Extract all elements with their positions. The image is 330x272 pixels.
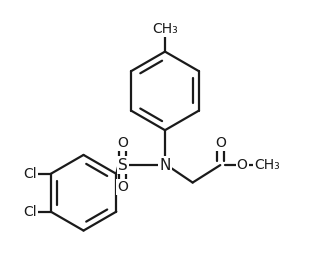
Text: O: O (237, 158, 248, 172)
Text: O: O (117, 136, 128, 150)
Text: S: S (118, 157, 128, 173)
Text: N: N (159, 157, 171, 173)
Text: Cl: Cl (23, 167, 37, 181)
Text: CH₃: CH₃ (152, 21, 178, 36)
Text: O: O (117, 180, 128, 194)
Text: Cl: Cl (23, 205, 37, 219)
Text: CH₃: CH₃ (254, 158, 280, 172)
Text: O: O (215, 136, 226, 150)
